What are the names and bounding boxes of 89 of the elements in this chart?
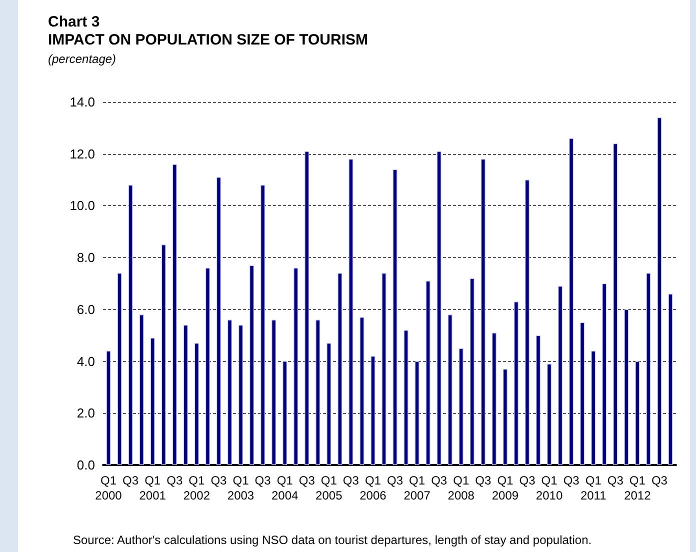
- bar: [591, 350, 596, 465]
- x-tick-label: Q3: [431, 474, 448, 488]
- bar: [569, 138, 574, 465]
- bar: [150, 338, 155, 465]
- bar: [525, 180, 530, 465]
- x-tick-label: Q1 2003: [227, 474, 254, 502]
- bar: [382, 273, 386, 465]
- bar: [260, 184, 265, 465]
- bar: [216, 177, 221, 465]
- bar: [139, 314, 144, 465]
- bar: [470, 278, 474, 465]
- y-tick-label: 12.0: [70, 146, 95, 162]
- x-tick-label: Q3: [387, 474, 404, 488]
- x-tick-label: Q1 2012: [624, 474, 652, 502]
- x-tick-label: Q3: [254, 474, 272, 488]
- x-tick-label: Q3: [607, 474, 624, 488]
- x-tick-label: Q1 2002: [183, 474, 210, 502]
- bar: [547, 364, 552, 465]
- bar: [635, 361, 640, 465]
- x-tick-label: Q1 2006: [360, 474, 387, 502]
- x-tick-label: Q3: [122, 474, 139, 488]
- x-tick-label: Q1 2008: [448, 474, 475, 502]
- y-tick-label: 10.0: [70, 198, 95, 214]
- x-tick-label: Q3: [166, 474, 183, 488]
- bar: [602, 284, 607, 465]
- bar: [161, 244, 166, 465]
- bar: [338, 273, 342, 465]
- bar: [392, 169, 398, 465]
- bar: [613, 143, 618, 465]
- bar: [536, 335, 540, 465]
- bar: [414, 361, 420, 465]
- bar: [194, 343, 199, 465]
- bar: [348, 159, 354, 465]
- bar: [294, 268, 298, 465]
- y-tick-label: 6.0: [76, 302, 95, 317]
- bar: [668, 294, 673, 465]
- x-tick-label: Q1 2005: [316, 474, 343, 502]
- x-tick-label: Q3: [563, 474, 580, 488]
- bar: [272, 320, 276, 465]
- bar: [250, 265, 254, 465]
- bar: [514, 302, 518, 465]
- chart-subtitle: (percentage): [48, 52, 116, 66]
- x-tick-label: Q3: [519, 474, 536, 488]
- x-tick-label: Q1 2001: [139, 474, 166, 502]
- x-tick-label: Q3: [475, 474, 492, 488]
- x-tick-label: Q1 2007: [404, 474, 431, 502]
- bar: [458, 348, 464, 465]
- bar: [172, 164, 177, 465]
- bar: [404, 330, 408, 465]
- y-tick-label: 2.0: [76, 406, 95, 421]
- x-tick-label: Q1 2004: [271, 474, 298, 502]
- bar: [370, 356, 376, 465]
- y-tick-label: 0.0: [76, 458, 95, 472]
- bar: [646, 273, 651, 465]
- bar: [304, 151, 310, 465]
- bar: [657, 118, 662, 465]
- x-tick-label: Q1 2009: [492, 474, 519, 502]
- bar: [316, 320, 320, 465]
- y-tick-label: 14.0: [70, 94, 95, 110]
- x-tick-label: Q3: [210, 474, 228, 488]
- bar: [117, 273, 122, 465]
- y-tick-label: 4.0: [76, 354, 95, 369]
- x-tick-label: Q1 2000: [95, 474, 122, 502]
- x-tick-label: Q1 2011: [580, 474, 607, 502]
- bar: [503, 369, 508, 465]
- bar: [492, 332, 496, 465]
- bar: [106, 350, 111, 465]
- bar: [326, 343, 332, 465]
- x-tick-label: Q1 2010: [536, 474, 563, 502]
- bar: [436, 151, 442, 465]
- bar: [580, 322, 585, 465]
- x-tick-label: Q3: [342, 474, 360, 488]
- bar: [238, 324, 243, 465]
- bar: [228, 320, 232, 465]
- bar: [205, 268, 210, 465]
- bar: [558, 286, 562, 465]
- x-tick-label: Q3: [651, 474, 668, 488]
- chart-title: Chart 3 IMPACT ON POPULATION SIZE OF TOURISM: [48, 14, 368, 48]
- x-tick-label: Q3: [298, 474, 316, 488]
- bar: [183, 324, 188, 465]
- bar: [448, 314, 452, 465]
- bar: [624, 309, 629, 465]
- source-note: Source: Author's calculations using NSO data on tourist departures, length of stay and population.: [73, 533, 592, 547]
- bar: [480, 159, 486, 465]
- bar: [426, 280, 430, 465]
- bar: [282, 361, 288, 465]
- bar: [128, 184, 133, 465]
- y-tick-label: 8.0: [76, 250, 95, 266]
- bar: [360, 317, 364, 465]
